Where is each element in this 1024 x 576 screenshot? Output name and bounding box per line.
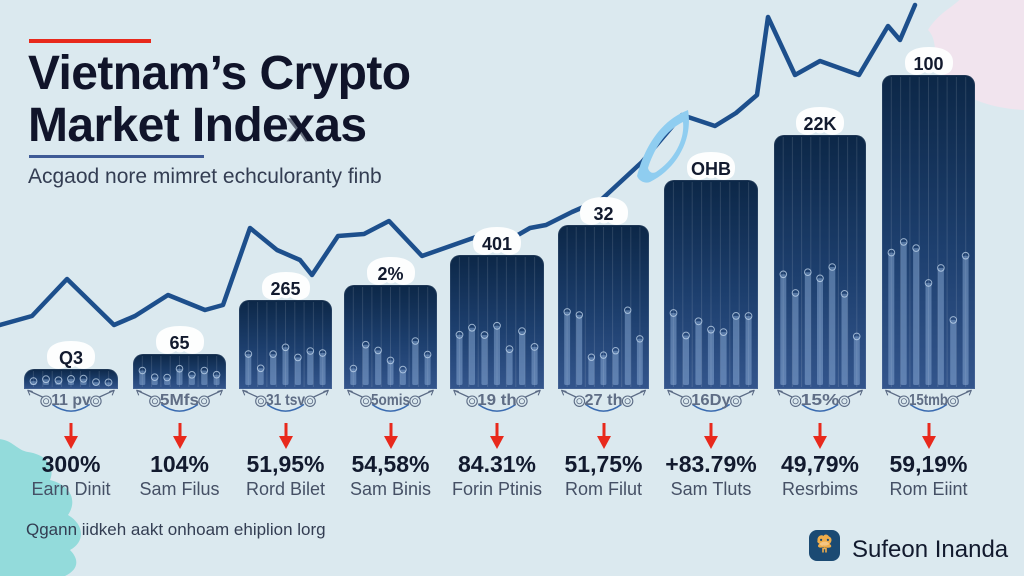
svg-text:11 pv: 11 pv (51, 392, 91, 409)
svg-text:15%: 15% (801, 392, 840, 409)
svg-text:31 tsv: 31 tsv (266, 392, 305, 409)
svg-text:27 th: 27 th (584, 392, 622, 409)
svg-text:16Dy: 16Dy (691, 392, 731, 409)
svg-text:5Mfs: 5Mfs (160, 392, 199, 409)
svg-text:19 th: 19 th (477, 392, 517, 409)
svg-text:15tmb: 15tmb (909, 392, 948, 409)
svg-text:5omis: 5omis (371, 392, 410, 409)
